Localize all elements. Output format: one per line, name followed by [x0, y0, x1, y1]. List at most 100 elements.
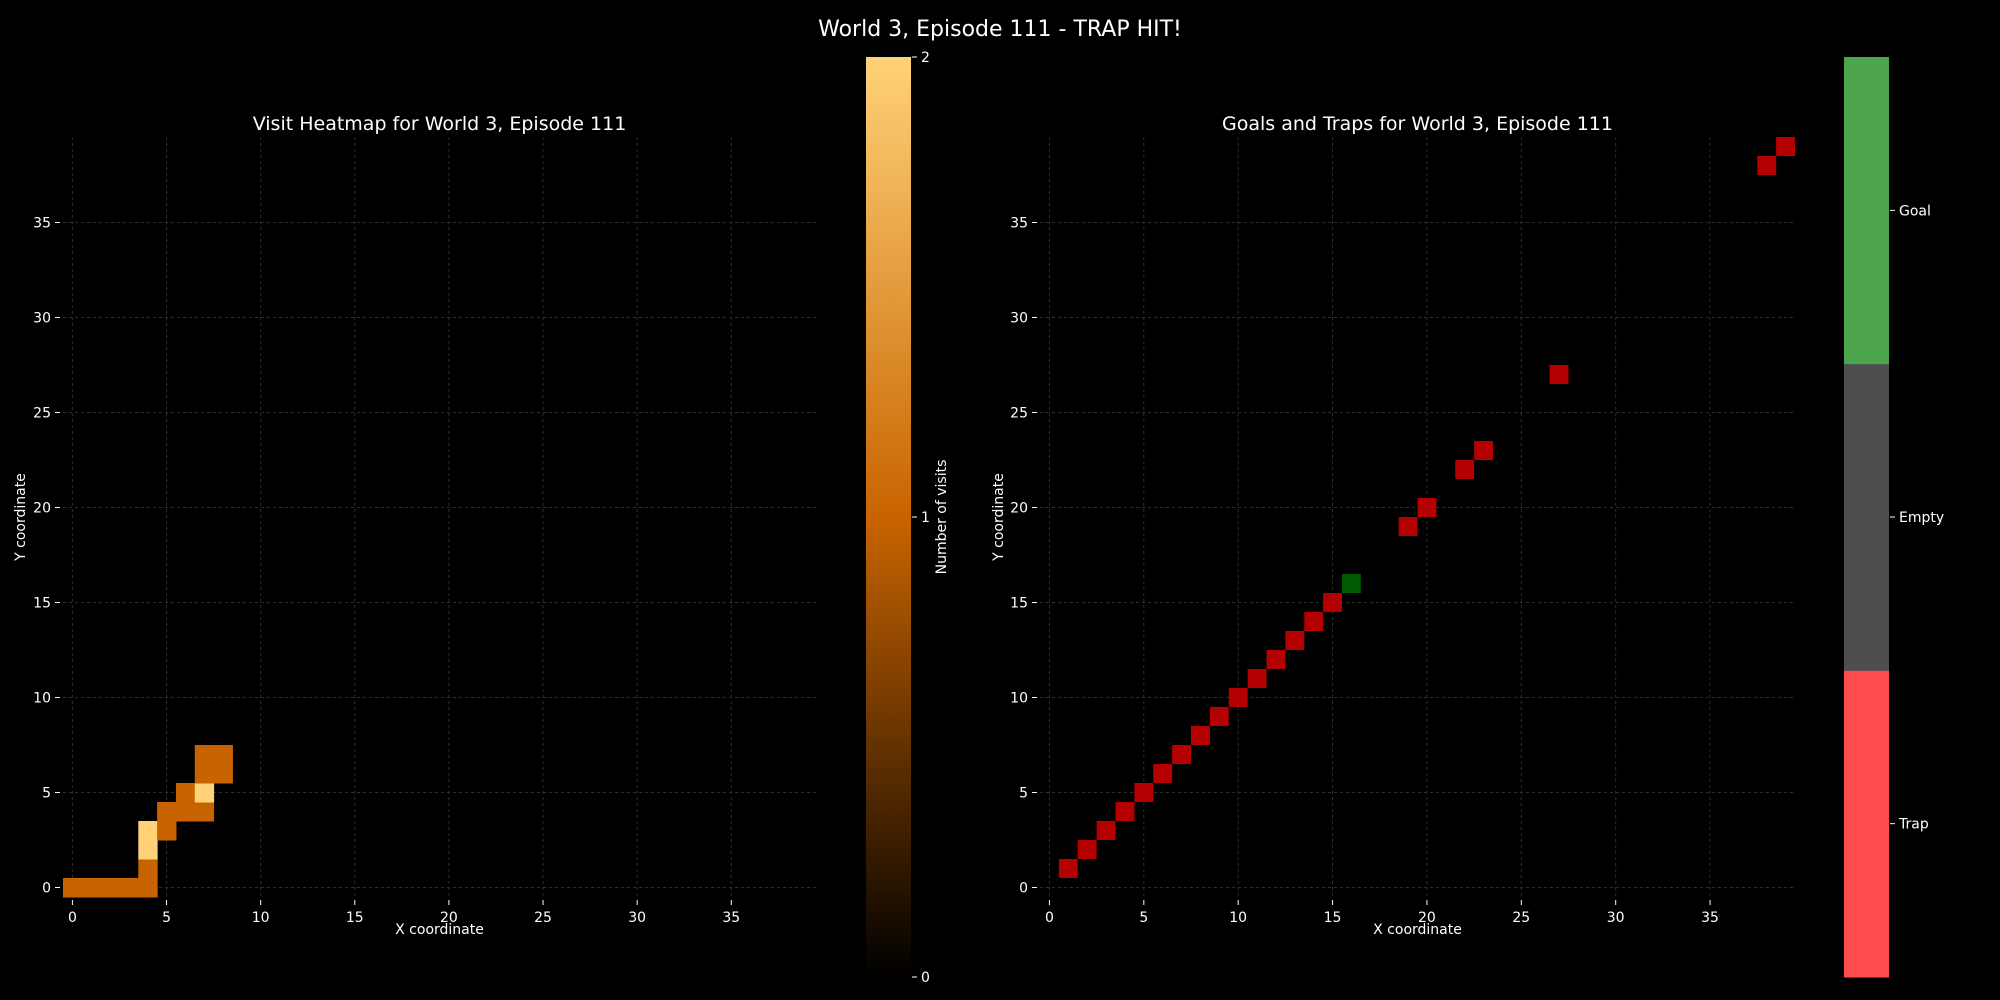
visit-cell: [119, 878, 139, 898]
trap-cell: [1228, 688, 1248, 707]
y-tick-label: 30: [33, 311, 51, 327]
figure-title: World 3, Episode 111 - TRAP HIT!: [818, 17, 1182, 42]
goals-traps-grid: [1040, 137, 1795, 897]
trap-cell: [1247, 669, 1267, 688]
trap-cell: [1304, 612, 1324, 631]
visit-cell: [194, 802, 215, 822]
trap-cell: [1757, 156, 1777, 175]
goal-cell: [1342, 574, 1361, 593]
visit-cell: [63, 878, 83, 898]
trap-cell: [1323, 593, 1342, 612]
x-tick-label: 15: [1324, 910, 1342, 926]
y-tick-label: 20: [33, 501, 51, 517]
cell-type-colorbar: Trap Empty Goal: [1844, 57, 1944, 978]
visit-heatmap-y-ticks: 0 5 10 15 20 25 30 35: [33, 216, 60, 897]
visit-heatmap-cells: [63, 745, 233, 898]
visit-heatmap-x-ticks: 0 5 10 15 20 25 30 35: [68, 900, 740, 926]
trap-cell: [1153, 764, 1173, 783]
y-tick-label: 10: [1010, 691, 1028, 707]
goals-traps-cells: [1058, 137, 1795, 878]
colorbar-segment-goal: [1844, 57, 1889, 365]
x-tick-label: 20: [440, 910, 458, 926]
visit-cell: [194, 745, 215, 765]
x-tick-label: 35: [1701, 910, 1719, 926]
colorbar-tick-label: 0: [921, 970, 930, 986]
visits-colorbar-ticks: 0 1 2: [912, 50, 930, 986]
colorbar-segment-trap: [1844, 670, 1889, 978]
visit-cell: [213, 745, 233, 765]
trap-cell: [1096, 821, 1116, 840]
visit-cell: [157, 802, 177, 822]
visit-cell: [157, 821, 177, 841]
trap-cell: [1398, 517, 1418, 536]
visit-cell: [81, 878, 102, 898]
x-tick-label: 35: [722, 910, 740, 926]
x-tick-label: 20: [1418, 910, 1436, 926]
x-tick-label: 0: [68, 910, 77, 926]
goals-traps-y-ticks: 0 5 10 15 20 25 30 35: [1010, 216, 1037, 897]
goals-traps-title: Goals and Traps for World 3, Episode 111: [1222, 113, 1613, 135]
goals-traps-y-label: Y coordinate: [991, 473, 1007, 562]
colorbar-segment-empty: [1844, 363, 1889, 671]
visit-cell: [175, 802, 196, 822]
x-tick-label: 0: [1045, 910, 1054, 926]
trap-cell: [1115, 802, 1135, 821]
trap-cell: [1266, 650, 1286, 669]
x-tick-label: 25: [1512, 910, 1530, 926]
visit-heatmap-title: Visit Heatmap for World 3, Episode 111: [253, 113, 627, 135]
visit-cell: [138, 821, 158, 841]
y-tick-label: 15: [33, 596, 51, 612]
colorbar-tick-label: 2: [921, 50, 930, 66]
x-tick-label: 25: [534, 910, 552, 926]
visit-cell: [213, 764, 233, 784]
visit-cell: [175, 783, 196, 803]
trap-cell: [1058, 859, 1078, 878]
colorbar-tick-label: 1: [921, 510, 930, 526]
trap-cell: [1549, 365, 1569, 384]
trap-cell: [1134, 783, 1154, 802]
trap-cell: [1172, 745, 1191, 764]
x-tick-label: 10: [1229, 910, 1247, 926]
y-tick-label: 5: [1019, 786, 1028, 802]
y-tick-label: 25: [33, 406, 51, 422]
trap-cell: [1209, 707, 1229, 726]
colorbar-category-label: Empty: [1899, 510, 1944, 526]
x-tick-label: 30: [628, 910, 646, 926]
visit-cell: [138, 878, 158, 898]
x-tick-label: 15: [346, 910, 364, 926]
y-tick-label: 35: [33, 216, 51, 232]
visit-heatmap-y-label: Y coordinate: [13, 473, 29, 562]
cell-type-colorbar-ticks: Trap Empty Goal: [1890, 203, 1944, 833]
colorbar-category-label: Goal: [1899, 203, 1931, 219]
y-tick-label: 35: [1010, 216, 1028, 232]
trap-cell: [1474, 441, 1493, 460]
goals-traps-panel: Goals and Traps for World 3, Episode 111…: [991, 113, 1795, 938]
x-tick-label: 5: [162, 910, 171, 926]
y-tick-label: 10: [33, 691, 51, 707]
y-tick-label: 0: [1019, 881, 1028, 897]
trap-cell: [1077, 840, 1097, 859]
trap-cell: [1285, 631, 1305, 650]
visit-cell: [194, 764, 215, 784]
goals-traps-x-ticks: 0 5 10 15 20 25 30 35: [1045, 900, 1719, 926]
visit-cell: [138, 859, 158, 879]
trap-cell: [1417, 498, 1437, 517]
visit-cell: [100, 878, 120, 898]
y-tick-label: 30: [1010, 311, 1028, 327]
visit-heatmap-grid: [63, 137, 816, 897]
visit-heatmap-panel: Visit Heatmap for World 3, Episode 111 0…: [13, 113, 816, 938]
x-tick-label: 5: [1139, 910, 1148, 926]
visit-cell: [138, 840, 158, 860]
trap-cell: [1455, 460, 1475, 479]
cell-type-colorbar-segments: [1844, 57, 1889, 978]
goals-traps-x-label: X coordinate: [1373, 922, 1462, 938]
visits-colorbar-label: Number of visits: [934, 460, 950, 575]
colorbar-category-label: Trap: [1898, 817, 1929, 833]
y-tick-label: 0: [42, 881, 51, 897]
y-tick-label: 25: [1010, 406, 1028, 422]
y-tick-label: 20: [1010, 501, 1028, 517]
visit-heatmap-x-label: X coordinate: [395, 922, 484, 938]
trap-cell: [1776, 137, 1795, 156]
visits-colorbar-gradient: [866, 57, 911, 977]
